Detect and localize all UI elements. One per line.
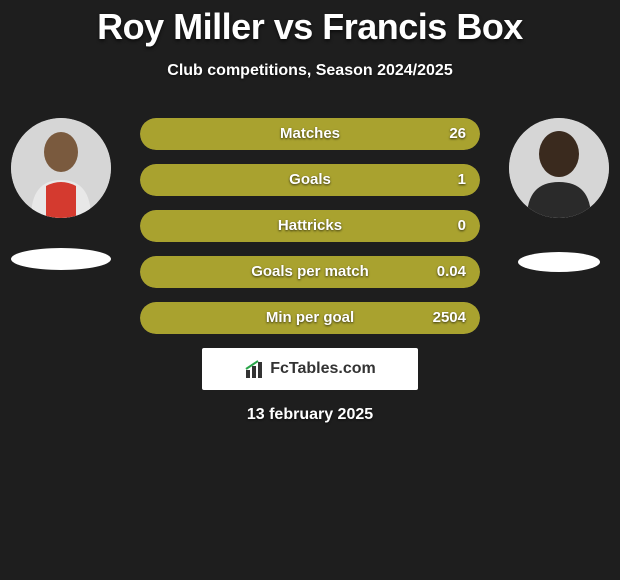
player-left-avatar <box>11 118 111 218</box>
avatar-shadow <box>11 248 111 270</box>
brand-text: FcTables.com <box>270 360 376 378</box>
comparison-area: Matches 26 Goals 1 Hattricks 0 Goals per… <box>0 118 620 424</box>
stat-bar: Matches 26 <box>140 118 480 150</box>
stat-value: 26 <box>449 118 466 150</box>
avatar-placeholder-icon <box>509 118 609 218</box>
stat-bars: Matches 26 Goals 1 Hattricks 0 Goals per… <box>140 118 480 334</box>
stat-label: Goals <box>140 164 480 196</box>
stat-label: Hattricks <box>140 210 480 242</box>
page-subtitle: Club competitions, Season 2024/2025 <box>0 62 620 80</box>
stat-value: 0 <box>458 210 466 242</box>
player-left-block <box>6 118 116 270</box>
stat-bar: Min per goal 2504 <box>140 302 480 334</box>
page-title: Roy Miller vs Francis Box <box>0 0 620 48</box>
stat-label: Matches <box>140 118 480 150</box>
stat-value: 0.04 <box>437 256 466 288</box>
stat-bar: Goals 1 <box>140 164 480 196</box>
chart-icon <box>244 358 266 380</box>
stat-label: Goals per match <box>140 256 480 288</box>
stat-value: 1 <box>458 164 466 196</box>
stat-value: 2504 <box>433 302 466 334</box>
player-right-avatar <box>509 118 609 218</box>
date-text: 13 february 2025 <box>0 406 620 424</box>
player-right-block <box>504 118 614 272</box>
avatar-placeholder-icon <box>11 118 111 218</box>
stat-bar: Goals per match 0.04 <box>140 256 480 288</box>
branding-badge: FcTables.com <box>202 348 418 390</box>
stat-label: Min per goal <box>140 302 480 334</box>
stat-bar: Hattricks 0 <box>140 210 480 242</box>
avatar-shadow <box>518 252 600 272</box>
